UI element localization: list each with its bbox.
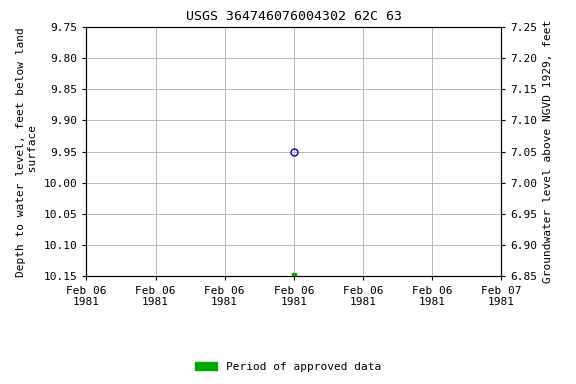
- Legend: Period of approved data: Period of approved data: [191, 358, 385, 377]
- Title: USGS 364746076004302 62C 63: USGS 364746076004302 62C 63: [185, 10, 401, 23]
- Y-axis label: Groundwater level above NGVD 1929, feet: Groundwater level above NGVD 1929, feet: [543, 20, 553, 283]
- Y-axis label: Depth to water level, feet below land
 surface: Depth to water level, feet below land su…: [17, 27, 38, 276]
